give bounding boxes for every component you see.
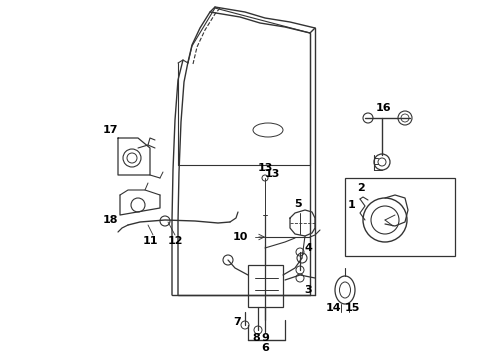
Text: 13: 13 — [257, 163, 273, 173]
Text: 16: 16 — [375, 103, 391, 113]
Text: 10: 10 — [232, 232, 247, 242]
Text: 17: 17 — [102, 125, 118, 135]
Text: 3: 3 — [304, 285, 312, 295]
Text: 4: 4 — [304, 243, 312, 253]
Text: 13: 13 — [264, 169, 280, 179]
Text: 11: 11 — [142, 236, 158, 246]
Text: 8: 8 — [252, 333, 260, 343]
Bar — [345, 178, 455, 256]
Bar — [248, 265, 283, 307]
Text: 6: 6 — [261, 343, 269, 353]
Text: 5: 5 — [294, 199, 302, 209]
Text: 7: 7 — [233, 317, 241, 327]
Text: 2: 2 — [357, 183, 365, 193]
Text: 14: 14 — [325, 303, 341, 313]
Text: 18: 18 — [102, 215, 118, 225]
Text: 9: 9 — [261, 333, 269, 343]
Text: 12: 12 — [167, 236, 183, 246]
Text: 1: 1 — [348, 200, 356, 210]
Text: 15: 15 — [344, 303, 360, 313]
